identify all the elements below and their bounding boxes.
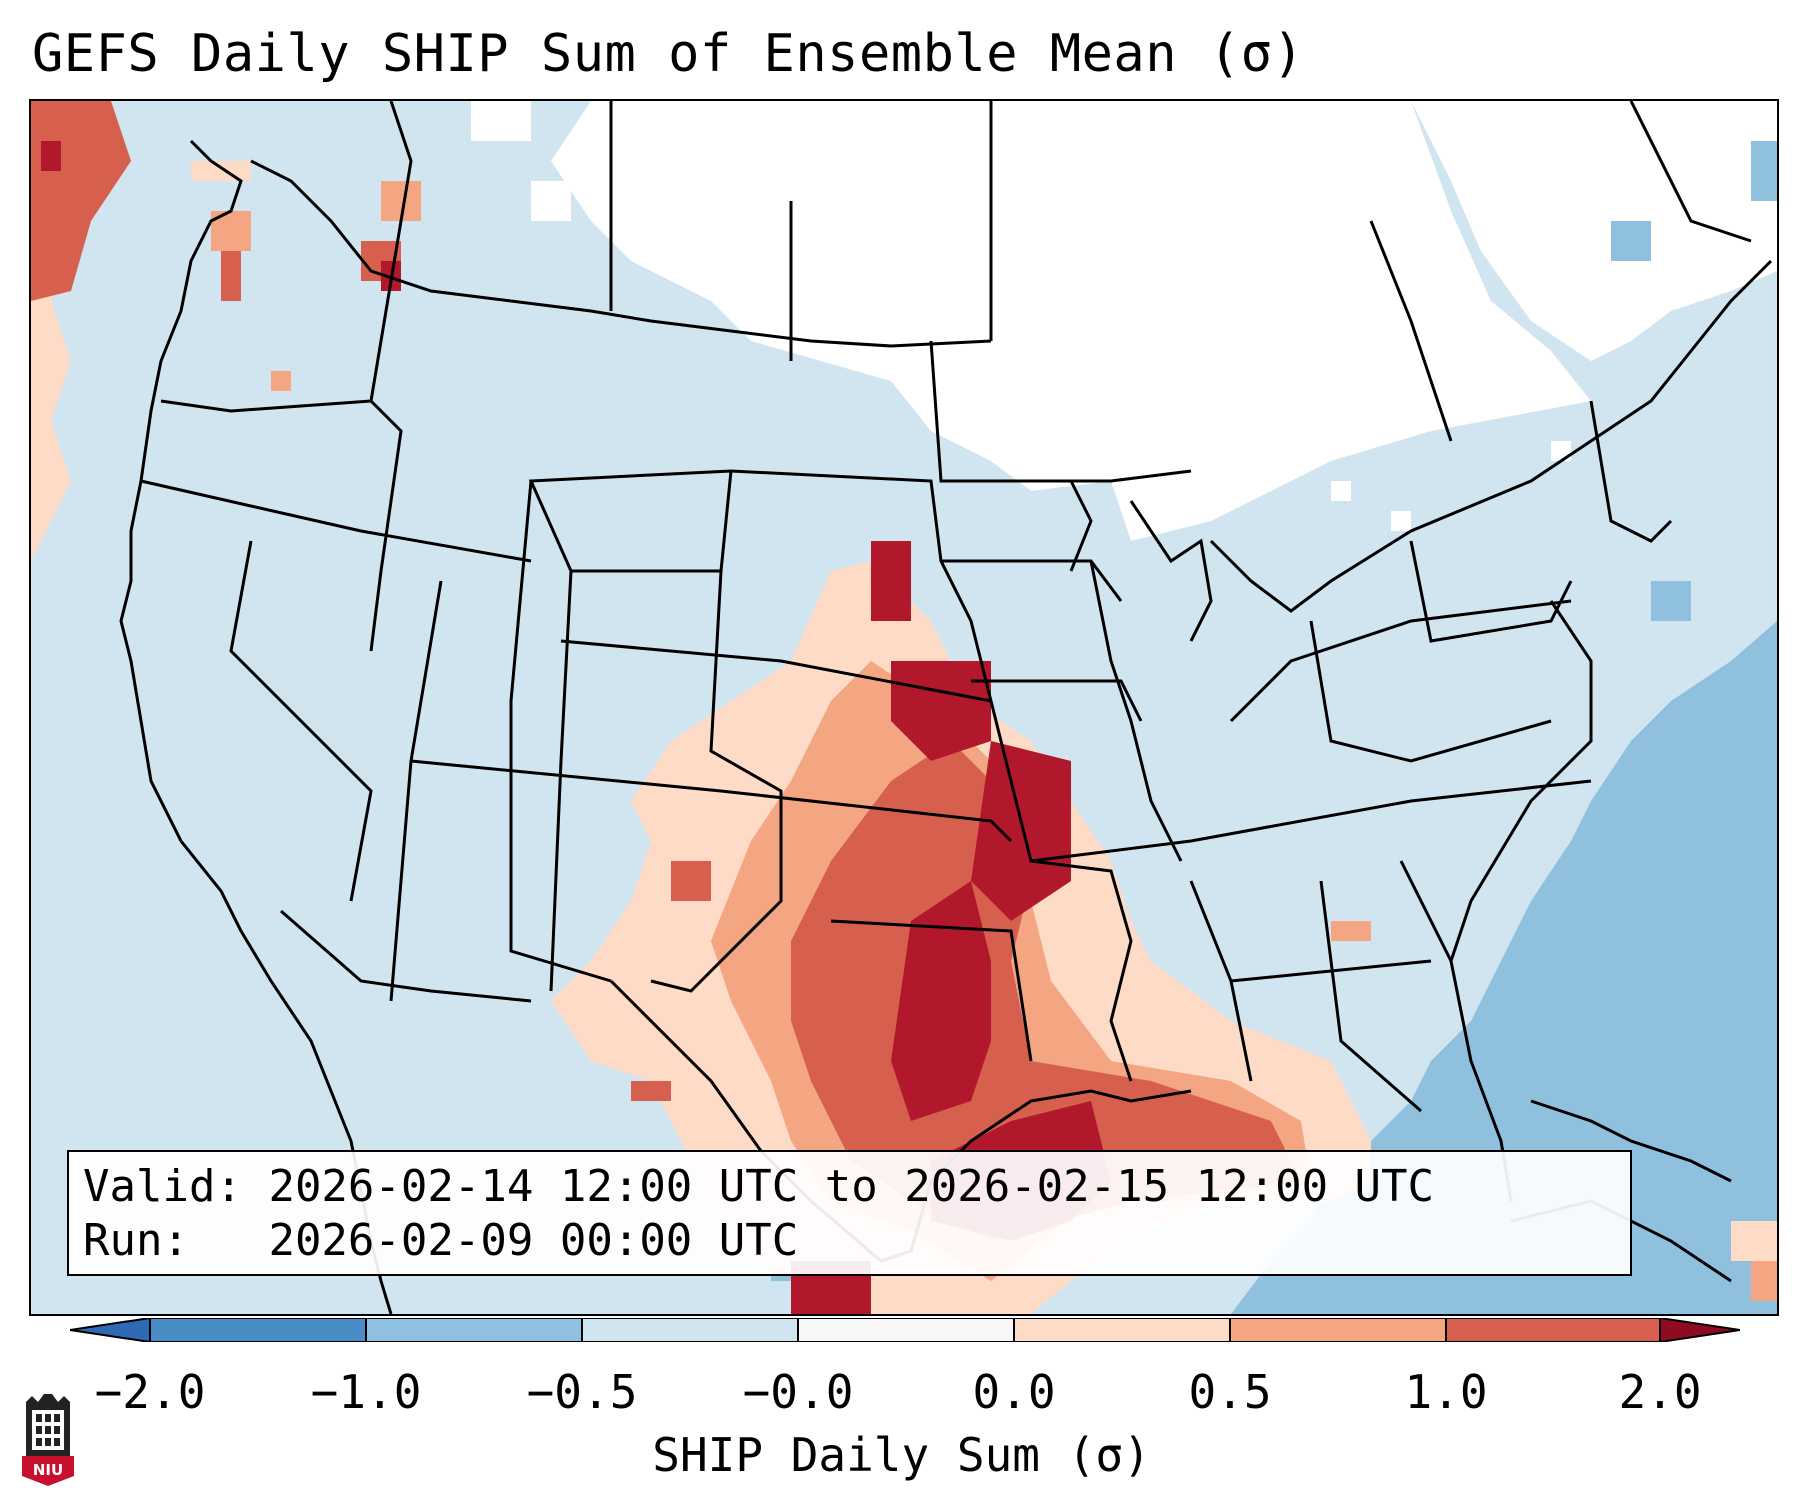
map-canvas: [31, 101, 1777, 1314]
colorbar-segment: [150, 1318, 366, 1342]
colorbar-segment: [1446, 1318, 1660, 1342]
map-panel: [29, 99, 1779, 1316]
colorbar-tick-label: −0.5: [526, 1365, 638, 1419]
political-borders: [119, 101, 1773, 1314]
colorbar: [70, 1318, 1740, 1342]
map-title: GEFS Daily SHIP Sum of Ensemble Mean (σ): [32, 24, 1305, 84]
run-time: 2026-02-09 00:00 UTC: [268, 1215, 799, 1266]
colorbar-segment: [366, 1318, 582, 1342]
gulf-positive-field: [551, 541, 1777, 1314]
colorbar-label: SHIP Daily Sum (σ): [652, 1428, 1151, 1482]
neutral-north-field: [471, 101, 1777, 541]
logo-text: NIU: [33, 1461, 63, 1479]
run-label: Run:: [83, 1215, 189, 1266]
colorbar-tick-label: 0.5: [1188, 1365, 1272, 1419]
colorbar-tick-label: −0.0: [742, 1365, 854, 1419]
colorbar-segment: [582, 1318, 798, 1342]
colorbar-tick-label: 0.0: [972, 1365, 1056, 1419]
colorbar-over-arrow: [1660, 1318, 1740, 1342]
valid-time-range: 2026-02-14 12:00 UTC to 2026-02-15 12:00…: [268, 1161, 1435, 1212]
colorbar-segment: [798, 1318, 1014, 1342]
colorbar-under-arrow: [70, 1318, 150, 1342]
validity-info-box: Valid: 2026-02-14 12:00 UTC to 2026-02-1…: [67, 1150, 1632, 1276]
colorbar-tick-label: −1.0: [310, 1365, 422, 1419]
colorbar-segment: [1014, 1318, 1230, 1342]
colorbar-tick-label: 2.0: [1618, 1365, 1702, 1419]
colorbar-tick-marks: [149, 1318, 1661, 1342]
niu-logo-icon: NIU: [22, 1394, 74, 1486]
colorbar-tick-label: −2.0: [94, 1365, 206, 1419]
colorbar-tick-label: 1.0: [1404, 1365, 1488, 1419]
valid-label: Valid:: [83, 1161, 242, 1212]
colorbar-segment: [1230, 1318, 1446, 1342]
